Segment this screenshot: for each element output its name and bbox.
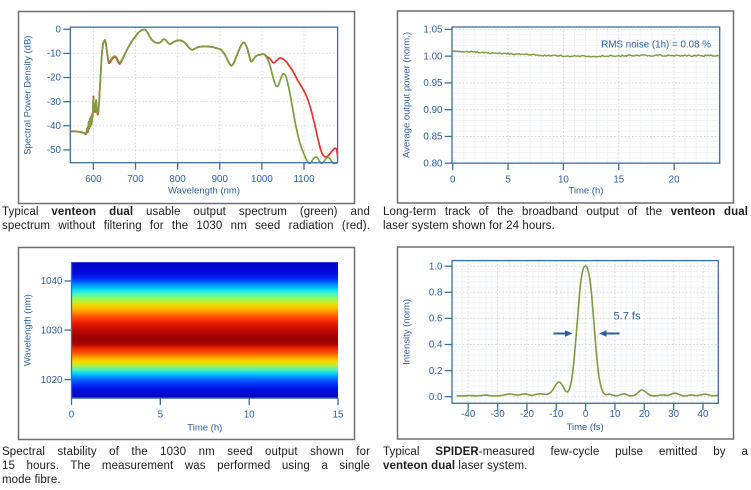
svg-text:40: 40: [698, 409, 709, 420]
svg-text:-30: -30: [491, 409, 506, 420]
svg-text:Time (h): Time (h): [187, 423, 222, 434]
svg-text:Wavelength (nm): Wavelength (nm): [23, 294, 34, 366]
svg-text:0.80: 0.80: [423, 158, 443, 169]
svg-text:10: 10: [244, 410, 255, 421]
svg-text:-20: -20: [47, 73, 62, 84]
svg-text:-20: -20: [520, 409, 535, 420]
svg-text:900: 900: [212, 174, 229, 185]
svg-text:1030: 1030: [41, 325, 63, 336]
svg-text:Time (fs): Time (fs): [567, 422, 604, 433]
svg-text:1000: 1000: [251, 174, 273, 185]
svg-text:-50: -50: [47, 145, 62, 156]
svg-text:Average output power (norm.): Average output power (norm.): [402, 32, 413, 158]
svg-text:15: 15: [613, 174, 624, 185]
svg-text:Wavelength (nm): Wavelength (nm): [168, 186, 240, 197]
svg-text:-30: -30: [47, 97, 62, 108]
svg-text:RMS noise (1h) = 0.08 %: RMS noise (1h) = 0.08 %: [601, 39, 711, 50]
svg-text:0.6: 0.6: [429, 314, 443, 325]
svg-text:-40: -40: [47, 121, 62, 132]
svg-text:1.05: 1.05: [423, 25, 443, 36]
svg-text:5: 5: [158, 410, 164, 421]
svg-text:Spectral Power Density (dB): Spectral Power Density (dB): [23, 36, 34, 155]
svg-text:0.8: 0.8: [429, 288, 443, 299]
svg-text:0.90: 0.90: [423, 105, 443, 116]
svg-text:Intensity (norm): Intensity (norm): [402, 299, 413, 365]
svg-text:-40: -40: [461, 409, 476, 420]
svg-text:1.00: 1.00: [423, 51, 443, 62]
svg-text:10: 10: [610, 409, 621, 420]
svg-text:0: 0: [69, 410, 75, 421]
svg-text:0.2: 0.2: [429, 366, 443, 377]
svg-text:0: 0: [56, 25, 62, 36]
svg-text:10: 10: [558, 174, 569, 185]
svg-text:1040: 1040: [41, 276, 63, 287]
svg-text:1.0: 1.0: [429, 261, 443, 272]
svg-text:600: 600: [85, 174, 102, 185]
svg-text:-10: -10: [47, 49, 62, 60]
svg-text:-10: -10: [549, 409, 564, 420]
svg-text:0.95: 0.95: [423, 78, 443, 89]
svg-text:20: 20: [639, 409, 650, 420]
svg-text:30: 30: [668, 409, 679, 420]
svg-text:5.7 fs: 5.7 fs: [614, 311, 641, 323]
svg-text:800: 800: [169, 174, 186, 185]
svg-text:0.4: 0.4: [429, 340, 443, 351]
svg-text:Time (h): Time (h): [568, 186, 603, 197]
svg-text:0: 0: [583, 409, 589, 420]
svg-text:5: 5: [505, 174, 511, 185]
svg-text:700: 700: [127, 174, 144, 185]
svg-text:1100: 1100: [293, 174, 315, 185]
svg-text:15: 15: [333, 410, 344, 421]
svg-text:1020: 1020: [41, 375, 63, 386]
svg-text:0.85: 0.85: [423, 132, 443, 143]
svg-text:0.0: 0.0: [429, 392, 443, 403]
svg-text:0: 0: [450, 174, 456, 185]
svg-text:20: 20: [669, 174, 680, 185]
